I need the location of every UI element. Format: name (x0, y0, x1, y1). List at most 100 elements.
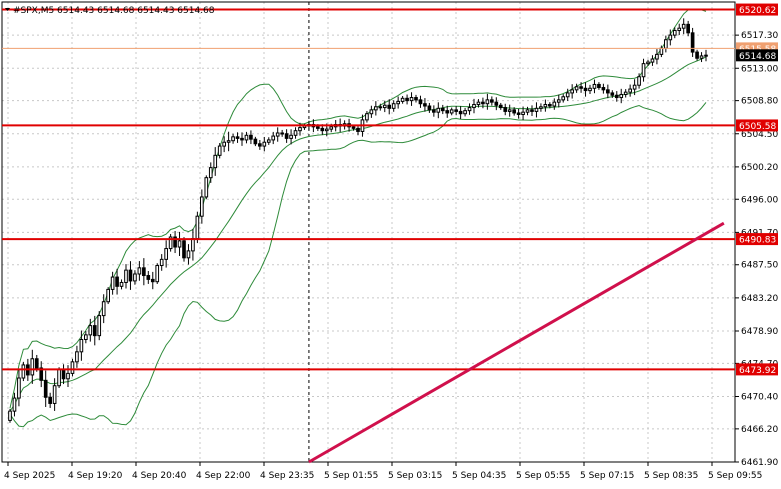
candle-body (17, 377, 21, 399)
candle-body (476, 101, 481, 105)
candle-body (293, 130, 298, 136)
candle-body (601, 87, 606, 91)
candle-body (539, 106, 543, 109)
candle-body (316, 126, 320, 129)
candle-body (512, 109, 516, 114)
candle-body (213, 154, 218, 169)
candle-body (222, 141, 226, 147)
time-tick-label: 4 Sep 2025 (4, 471, 55, 481)
candle-body (208, 167, 213, 179)
grid (1, 1, 736, 463)
candle-body (124, 269, 128, 283)
candle-body (137, 267, 142, 275)
candle-body (677, 27, 682, 32)
time-axis: 4 Sep 2025 4 Sep 19:20 4 Sep 20:40 4 Sep 22… (4, 462, 762, 481)
level-price-tag: 6490.83 (739, 236, 776, 246)
candle-body (75, 351, 79, 363)
candle-body (164, 248, 168, 260)
candle-body (324, 128, 329, 132)
candle-body (592, 83, 597, 89)
candle-body (565, 92, 570, 98)
candle-body (30, 358, 35, 376)
price-tick-label: 6517.30 (741, 31, 778, 41)
candle-body (155, 265, 160, 283)
candle-body (672, 30, 677, 36)
time-tick-label: 5 Sep 05:55 (516, 471, 570, 481)
candle-body (97, 315, 102, 337)
candle-body (467, 107, 472, 112)
candle-body (583, 87, 588, 92)
candle-body (516, 112, 521, 115)
candle-body (266, 139, 271, 143)
candle-body (695, 51, 699, 59)
candle-body (458, 110, 463, 115)
candle-body (463, 110, 467, 115)
candle-body (115, 276, 119, 287)
dropdown-triangle-icon[interactable] (5, 8, 10, 11)
chart-title: #SPX,M5 6514.43 6514.68 6514.43 6514.68 (5, 6, 215, 16)
level-price-tag-bg (736, 233, 778, 246)
time-tick-label: 5 Sep 09:55 (708, 471, 762, 481)
time-tick-label: 5 Sep 03:15 (388, 471, 442, 481)
price-tick-label: 6483.20 (741, 294, 778, 304)
price-tick-label: 6500.20 (741, 163, 778, 173)
candle-body (436, 107, 441, 113)
candle-body (84, 334, 88, 340)
candle-body (632, 84, 637, 90)
candle-body (284, 133, 289, 139)
level-price-tag-bg (736, 119, 778, 132)
chart-title-text: #SPX,M5 6514.43 6514.68 6514.43 6514.68 (13, 6, 215, 16)
candle-body (396, 100, 400, 105)
candle-body (92, 325, 97, 337)
candle-body (217, 145, 222, 156)
candle-body (66, 372, 70, 380)
candle-body (182, 240, 186, 259)
horizontal-levels[interactable] (2, 8, 735, 371)
candle-body (177, 240, 182, 248)
trend-line[interactable] (308, 221, 725, 464)
candle-body (534, 107, 539, 112)
candle-body (351, 126, 356, 129)
candle-body (258, 143, 262, 147)
candle-body (579, 86, 583, 89)
level-price-tag-bg (736, 3, 778, 16)
candle-body (280, 132, 284, 135)
candle-body (253, 138, 258, 145)
time-tick-label: 5 Sep 04:35 (452, 471, 506, 481)
candle-body (61, 369, 66, 380)
candle-body (240, 137, 244, 141)
candle-body (646, 61, 650, 65)
candle-body (623, 91, 628, 95)
candle-body (449, 109, 454, 114)
time-tick-label: 4 Sep 23:35 (260, 471, 314, 481)
candle-body (507, 109, 512, 112)
candle-body (374, 106, 378, 111)
candle-body (530, 109, 534, 112)
candle-body (556, 99, 561, 103)
candle-body (52, 385, 57, 404)
trend-line-group[interactable] (308, 221, 725, 464)
candle-body (637, 76, 641, 86)
candle-body (440, 107, 445, 112)
candle-body (119, 281, 124, 287)
candle-body (597, 83, 601, 89)
time-tick-label: 4 Sep 20:40 (132, 471, 187, 481)
candle-body (659, 47, 664, 55)
price-tick-label: 6496.00 (741, 195, 778, 205)
candle-body (400, 97, 405, 102)
candle-body (614, 94, 619, 99)
bollinger-lower (9, 102, 707, 428)
time-tick-label: 5 Sep 08:35 (644, 471, 698, 481)
candle-body (432, 109, 436, 113)
candle-body (142, 267, 146, 277)
candle-body (356, 127, 360, 132)
candle-body (101, 301, 106, 317)
candle-body (391, 103, 396, 109)
candle-body (320, 127, 325, 132)
candle-body (445, 110, 450, 114)
candle-body (146, 275, 151, 280)
candle-body (249, 134, 253, 140)
